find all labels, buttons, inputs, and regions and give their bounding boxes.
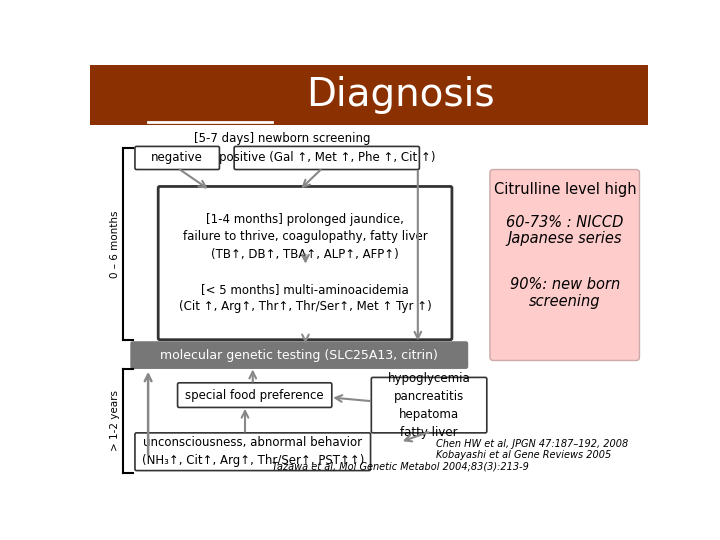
Text: Tazawa et al, Mol Genetic Metabol 2004;83(3):213-9: Tazawa et al, Mol Genetic Metabol 2004;8… [271,462,528,472]
Text: > 1-2 years: > 1-2 years [109,390,120,451]
FancyBboxPatch shape [130,341,468,369]
Text: special food preference: special food preference [185,389,324,402]
Text: 60-73% : NICCD: 60-73% : NICCD [506,215,624,230]
Text: [5-7 days] newborn screening: [5-7 days] newborn screening [194,132,371,145]
Text: hypoglycemia
pancreatitis
hepatoma
fatty liver: hypoglycemia pancreatitis hepatoma fatty… [387,372,470,438]
Text: unconsciousness, abnormal behavior
(NH₃↑, Cit↑, Arg↑, Thr/Ser↑, PST↑↑): unconsciousness, abnormal behavior (NH₃↑… [142,436,364,467]
FancyBboxPatch shape [135,146,220,170]
Text: 0 – 6 months: 0 – 6 months [109,211,120,278]
Text: negative: negative [151,151,203,165]
FancyBboxPatch shape [234,146,419,170]
FancyBboxPatch shape [372,377,487,433]
Text: Kobayashi et al Gene Reviews 2005: Kobayashi et al Gene Reviews 2005 [436,450,611,460]
Text: positive (Gal ↑, Met ↑, Phe ↑, Cit ↑): positive (Gal ↑, Met ↑, Phe ↑, Cit ↑) [218,151,435,165]
Text: Japanese series: Japanese series [508,231,622,246]
Text: screening: screening [529,294,600,309]
Text: 90%: new born: 90%: new born [510,276,620,292]
FancyBboxPatch shape [178,383,332,408]
Text: Chen HW et al, JPGN 47:187–192, 2008: Chen HW et al, JPGN 47:187–192, 2008 [436,440,628,449]
FancyBboxPatch shape [135,433,371,470]
FancyBboxPatch shape [90,65,648,125]
Text: Diagnosis: Diagnosis [306,76,495,114]
Text: molecular genetic testing (SLC25A13, citrin): molecular genetic testing (SLC25A13, cit… [161,349,438,362]
FancyBboxPatch shape [158,186,452,340]
Text: [1-4 months] prolonged jaundice,
failure to thrive, coagulopathy, fatty liver
(T: [1-4 months] prolonged jaundice, failure… [179,213,431,313]
Text: Citrulline level high: Citrulline level high [494,182,636,197]
FancyBboxPatch shape [490,170,639,361]
